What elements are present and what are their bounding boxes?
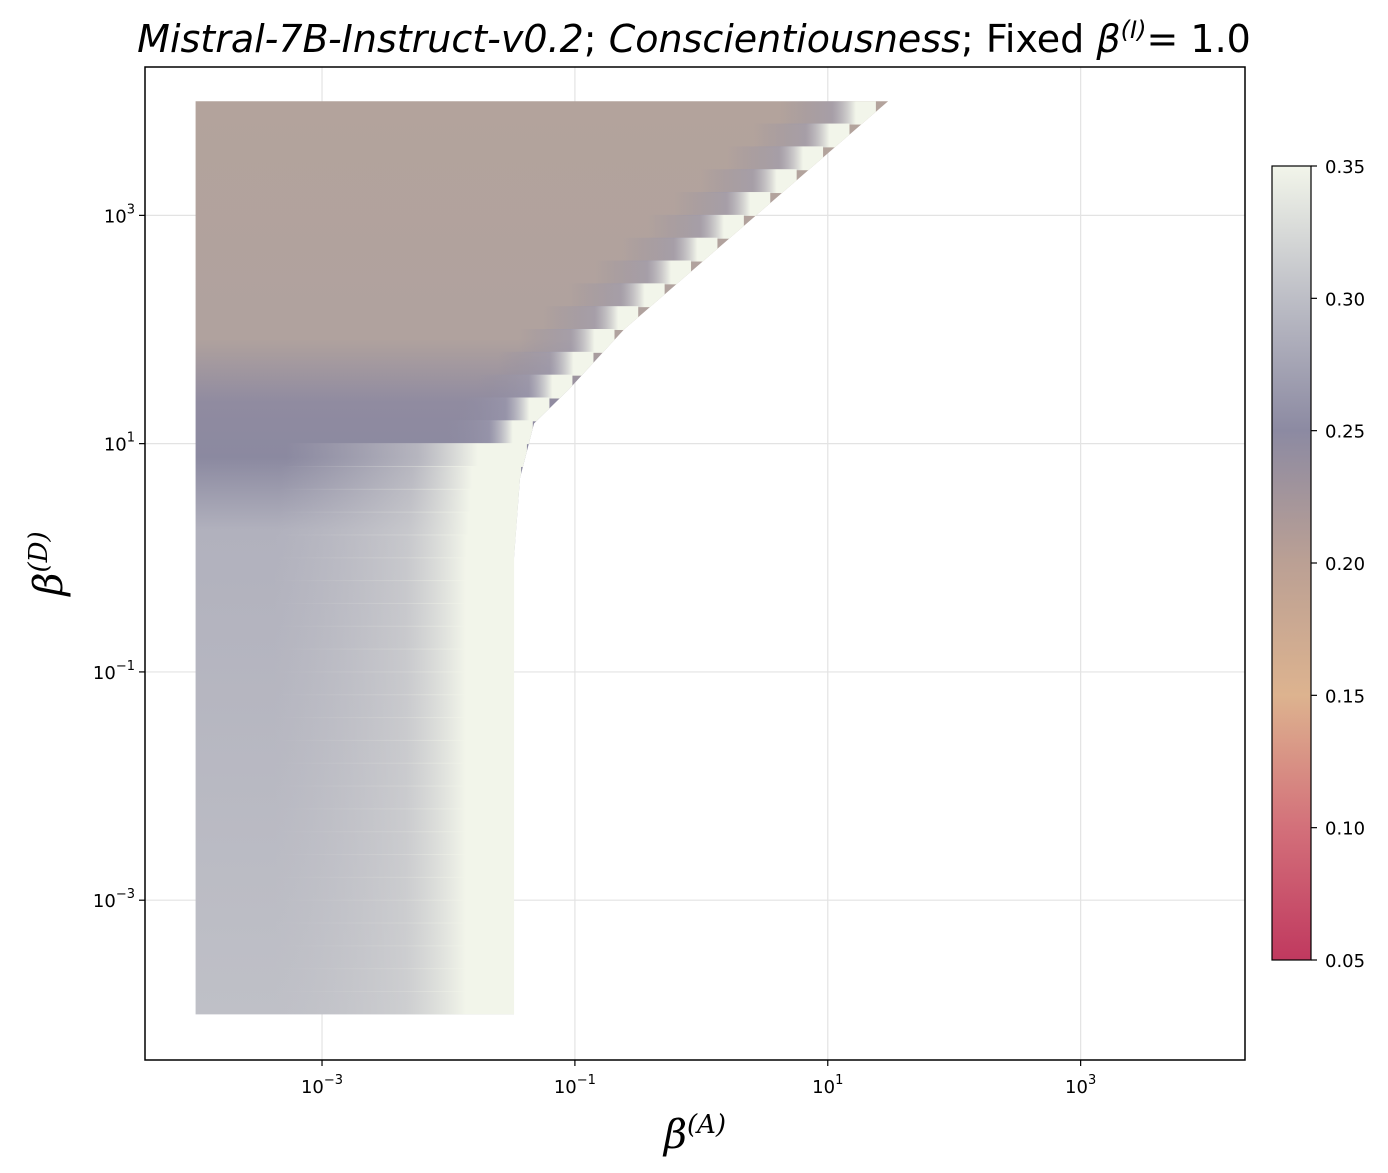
- colorbar-tick-label: 0.20: [1325, 554, 1365, 575]
- heatmap-fade-band: [274, 876, 516, 901]
- heatmap-fade-band: [453, 397, 550, 422]
- heatmap-fade-band: [276, 511, 518, 536]
- colorbar-tick-label: 0.25: [1325, 422, 1365, 443]
- heatmap-fade-band: [542, 306, 639, 331]
- heatmap-fade-band: [274, 557, 516, 582]
- heatmap-fade-band: [274, 922, 516, 947]
- colorbar: 0.05 0.10 0.15 0.20 0.25 0.30 0.35: [1271, 157, 1365, 972]
- colorbar-tick-label: 0.30: [1325, 289, 1365, 310]
- heatmap-fade-band: [647, 214, 744, 239]
- x-axis-label-sup: (A): [687, 1110, 726, 1140]
- x-tick-label: 10−3: [301, 1073, 343, 1098]
- y-tick-label: 10−3: [93, 887, 135, 912]
- colorbar-tick-label: 0.10: [1325, 819, 1365, 840]
- heatmap-fade-band: [753, 123, 850, 148]
- x-axis-label: β(A): [662, 1110, 726, 1158]
- heatmap-fade-band: [274, 739, 516, 764]
- heatmap-fade-band: [476, 374, 573, 399]
- y-axis-label-sup: (D): [24, 531, 54, 572]
- heatmap-fade-band: [518, 329, 615, 353]
- heatmap-fade-band: [497, 351, 594, 376]
- x-tick-label: 103: [1065, 1073, 1096, 1098]
- heatmap-fade-band: [621, 237, 718, 262]
- x-axis-label-base: β: [662, 1112, 687, 1158]
- y-tick-label: 103: [104, 202, 135, 227]
- heatmap-fade-band: [700, 169, 797, 194]
- title-trait: Conscientiousness: [609, 17, 961, 61]
- heatmap-fade-band: [274, 694, 516, 719]
- heatmap-fade-band: [274, 671, 516, 696]
- chart-title: Mistral-7B-Instruct-v0.2; Conscientiousn…: [137, 16, 1251, 61]
- heatmap-fade-band: [274, 854, 516, 878]
- heatmap-fade-band: [274, 968, 516, 993]
- heatmap-fade-band: [274, 625, 516, 650]
- axis-ticks: 10−3 10−1 101 103 103 101 10−1 10−3: [93, 202, 1096, 1098]
- colorbar-tick-label: 0.05: [1325, 951, 1365, 972]
- heatmap-fade-band: [274, 945, 516, 970]
- plot-frame: [144, 66, 1246, 1061]
- heatmap-fade-band: [727, 146, 824, 171]
- heatmap-fade-band: [595, 260, 692, 285]
- y-axis-label: β(D): [24, 531, 72, 597]
- colorbar-tick-label: 0.15: [1325, 686, 1365, 707]
- y-tick-label: 10−1: [93, 659, 135, 684]
- heatmap-fade-band: [274, 580, 516, 604]
- heatmap-fade-band: [285, 443, 527, 467]
- heatmap-fade-band: [280, 465, 522, 490]
- y-axis-label-base: β: [26, 573, 72, 598]
- heatmap-fade-band: [779, 101, 876, 125]
- heatmap-fade-band: [274, 808, 516, 833]
- heatmap-fade-band: [274, 831, 516, 856]
- heatmap-fade-band: [274, 534, 516, 559]
- heatmap-fade-band: [274, 785, 516, 810]
- heatmap-fade-band: [278, 488, 520, 513]
- title-fixed-sup: (I): [1121, 16, 1147, 44]
- heatmap-fade-band: [274, 602, 516, 627]
- heatmap-fade-band: [674, 192, 771, 216]
- title-model: Mistral-7B-Instruct-v0.2: [137, 17, 584, 61]
- colorbar-tick-label: 0.35: [1325, 157, 1365, 178]
- x-tick-label: 101: [812, 1073, 843, 1098]
- heatmap-fade-band: [274, 991, 516, 1015]
- y-tick-label: 101: [104, 431, 135, 456]
- heatmap-fade-band: [568, 283, 665, 308]
- colorbar-gradient: [1271, 165, 1312, 961]
- heatmap-surface: [195, 101, 889, 1015]
- heatmap-fade-band: [274, 648, 516, 673]
- heatmap-fade-band: [274, 717, 516, 741]
- title-fixed-param: β: [1095, 17, 1120, 61]
- title-fixed-label: Fixed: [986, 17, 1084, 61]
- heatmap-fade-band: [274, 899, 516, 924]
- heatmap-fade-band: [274, 762, 516, 787]
- heatmap-fade-band: [436, 420, 533, 445]
- x-tick-label: 10−1: [554, 1073, 596, 1098]
- title-fixed-value: = 1.0: [1146, 17, 1250, 61]
